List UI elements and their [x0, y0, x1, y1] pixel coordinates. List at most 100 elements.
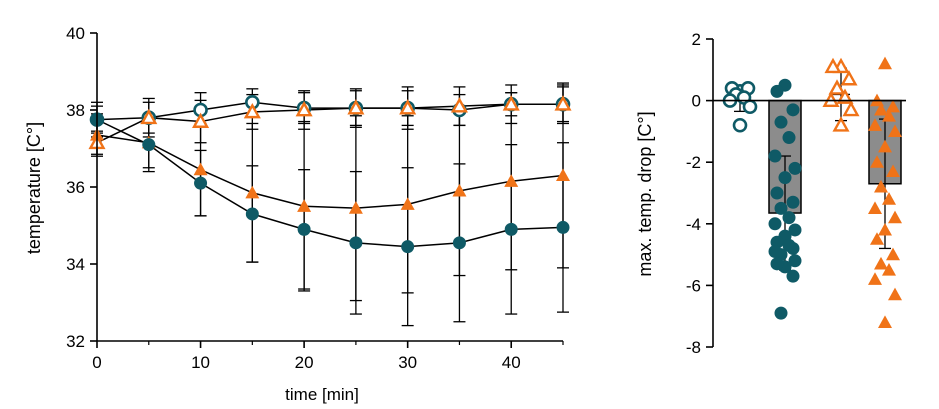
group-point-0: [732, 117, 748, 133]
line-chart: 32 34 36 38 40 0 10 20 30 40 time [min] temperatu…: [24, 24, 572, 404]
x-axis-label: time [min]: [285, 385, 359, 404]
data-point-3: [349, 236, 363, 250]
bar-y-tick-label: 2: [692, 30, 701, 49]
group-point-3: [870, 232, 884, 245]
data-point-1: [502, 95, 520, 111]
group-point-1: [774, 115, 788, 129]
x-tick-label: 40: [502, 353, 521, 372]
group-point-2: [828, 79, 846, 95]
x-tick-label: 0: [92, 353, 101, 372]
bar-y-tick-label: -6: [686, 276, 701, 295]
group-point-1: [788, 161, 802, 175]
bar-y-tick-label: -8: [686, 338, 701, 357]
data-point-3: [194, 176, 208, 190]
group-point-3: [878, 139, 892, 153]
group-point-2: [842, 100, 860, 117]
series-line-0: [96, 101, 563, 121]
data-point-3: [142, 138, 156, 152]
data-point-3: [401, 240, 415, 254]
group-point-3: [878, 222, 892, 236]
group-point-1: [768, 217, 782, 231]
group-point-0: [742, 99, 758, 115]
group-point-1: [770, 257, 784, 271]
data-point-3: [245, 207, 259, 221]
data-point-1: [450, 97, 468, 113]
y-tick-label: 34: [66, 255, 85, 274]
data-point-2: [452, 183, 467, 197]
group-point-1: [770, 186, 784, 200]
group-point-1: [786, 195, 800, 209]
data-point-1: [554, 95, 572, 111]
group-point-3: [882, 192, 896, 205]
data-point-2: [400, 197, 415, 210]
group-point-3: [886, 247, 900, 261]
data-point-1: [295, 101, 313, 117]
data-point-3: [504, 222, 518, 236]
series-line-3: [96, 118, 564, 248]
group-point-3: [874, 256, 888, 270]
group-point-3: [878, 315, 892, 328]
y-tick-label: 38: [66, 101, 85, 120]
group-point-3: [882, 263, 896, 276]
group-point-1: [782, 211, 796, 225]
group-point-1: [786, 269, 800, 283]
group-point-1: [768, 149, 782, 163]
bar-y-tick-label: -2: [686, 153, 701, 172]
data-point-3: [556, 220, 570, 234]
group-point-2: [840, 70, 858, 86]
bar-y-tick-label: -4: [686, 215, 701, 234]
data-point-2: [193, 162, 208, 176]
group-point-2: [824, 57, 842, 74]
bar-y-tick-label: 0: [692, 92, 701, 111]
group-point-1: [770, 84, 784, 98]
group-point-1: [778, 171, 792, 185]
group-point-3: [868, 118, 882, 131]
group-point-3: [878, 56, 892, 70]
group-point-1: [788, 223, 802, 237]
x-tick-label: 30: [398, 353, 417, 372]
data-point-3: [452, 236, 466, 250]
group-point-3: [886, 164, 900, 178]
group-point-3: [886, 99, 900, 113]
y-axis-label: temperature [C°]: [24, 122, 44, 254]
group-point-3: [888, 124, 902, 137]
series-line-1: [96, 103, 563, 144]
x-tick-label: 10: [191, 353, 210, 372]
data-point-1: [192, 112, 210, 128]
group-point-1: [788, 254, 802, 268]
group-point-3: [874, 179, 888, 193]
series-line-2: [96, 134, 564, 209]
group-point-1: [782, 238, 796, 252]
group-point-3: [868, 272, 882, 285]
data-point-1: [399, 99, 417, 115]
group-point-1: [774, 201, 788, 215]
group-point-3: [882, 109, 896, 122]
group-point-1: [786, 103, 800, 117]
group-point-3: [868, 201, 882, 214]
y-tick-label: 40: [66, 24, 85, 43]
group-point-1: [768, 245, 782, 259]
x-tick-label: 20: [295, 353, 314, 372]
group-point-1: [782, 131, 796, 145]
data-point-1: [140, 108, 158, 125]
data-point-3: [297, 222, 311, 236]
data-point-1: [347, 99, 365, 115]
data-point-1: [243, 102, 261, 119]
group-point-3: [888, 210, 902, 224]
group-point-1: [774, 306, 788, 320]
data-point-2: [504, 174, 519, 187]
bar-chart: -8 -6 -4 -2 0 2 max. temp. drop [C°]: [635, 30, 906, 357]
data-point-2: [556, 168, 570, 182]
group-point-2: [832, 116, 850, 132]
group-point-2: [836, 88, 854, 104]
y-tick-label: 36: [66, 178, 85, 197]
group-point-3: [874, 102, 888, 116]
data-point-2: [245, 185, 260, 199]
data-point-2: [348, 201, 363, 214]
bar-y-axis-label: max. temp. drop [C°]: [635, 111, 655, 276]
group-point-3: [888, 287, 902, 301]
data-point-2: [297, 199, 312, 212]
group-point-3: [870, 155, 884, 168]
y-tick-label: 32: [66, 332, 85, 351]
